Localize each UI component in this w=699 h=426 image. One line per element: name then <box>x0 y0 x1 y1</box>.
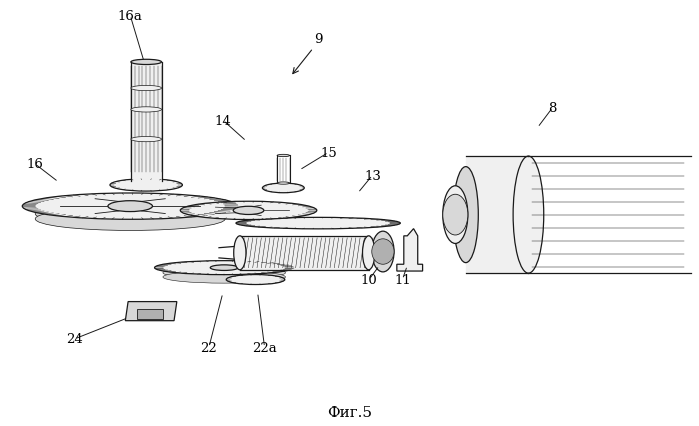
Polygon shape <box>137 310 163 320</box>
Ellipse shape <box>277 155 289 157</box>
Ellipse shape <box>372 232 394 272</box>
Ellipse shape <box>110 179 182 192</box>
Ellipse shape <box>35 203 225 226</box>
Text: Фиг.5: Фиг.5 <box>327 405 372 419</box>
Ellipse shape <box>154 261 294 275</box>
Text: 11: 11 <box>394 273 411 286</box>
Ellipse shape <box>453 167 478 263</box>
Text: 15: 15 <box>320 147 337 159</box>
Text: 22a: 22a <box>252 341 277 354</box>
Polygon shape <box>397 229 423 271</box>
Ellipse shape <box>163 267 285 279</box>
Ellipse shape <box>236 218 401 229</box>
Ellipse shape <box>372 239 394 265</box>
Polygon shape <box>240 236 368 270</box>
Text: 13: 13 <box>364 169 381 182</box>
Ellipse shape <box>163 271 285 283</box>
Ellipse shape <box>442 195 468 236</box>
Ellipse shape <box>442 186 468 244</box>
Text: 22: 22 <box>201 341 217 354</box>
Ellipse shape <box>35 208 225 231</box>
Text: 10: 10 <box>361 273 377 286</box>
Ellipse shape <box>22 193 238 220</box>
Ellipse shape <box>131 107 161 113</box>
Text: 16: 16 <box>27 158 43 171</box>
Ellipse shape <box>131 137 161 142</box>
Polygon shape <box>125 302 177 321</box>
Text: 14: 14 <box>215 114 231 127</box>
Ellipse shape <box>226 275 284 285</box>
Ellipse shape <box>363 236 375 270</box>
Ellipse shape <box>180 202 317 220</box>
Text: 24: 24 <box>66 333 83 345</box>
Text: 16a: 16a <box>117 10 143 23</box>
Ellipse shape <box>131 60 161 65</box>
Ellipse shape <box>233 207 264 215</box>
Ellipse shape <box>108 201 152 212</box>
Ellipse shape <box>131 86 161 92</box>
Ellipse shape <box>277 182 289 185</box>
Polygon shape <box>131 63 161 181</box>
Ellipse shape <box>210 265 238 271</box>
Text: 9: 9 <box>314 33 322 46</box>
Ellipse shape <box>513 157 544 273</box>
Ellipse shape <box>262 184 304 193</box>
Ellipse shape <box>233 236 246 270</box>
Text: 8: 8 <box>549 101 557 115</box>
